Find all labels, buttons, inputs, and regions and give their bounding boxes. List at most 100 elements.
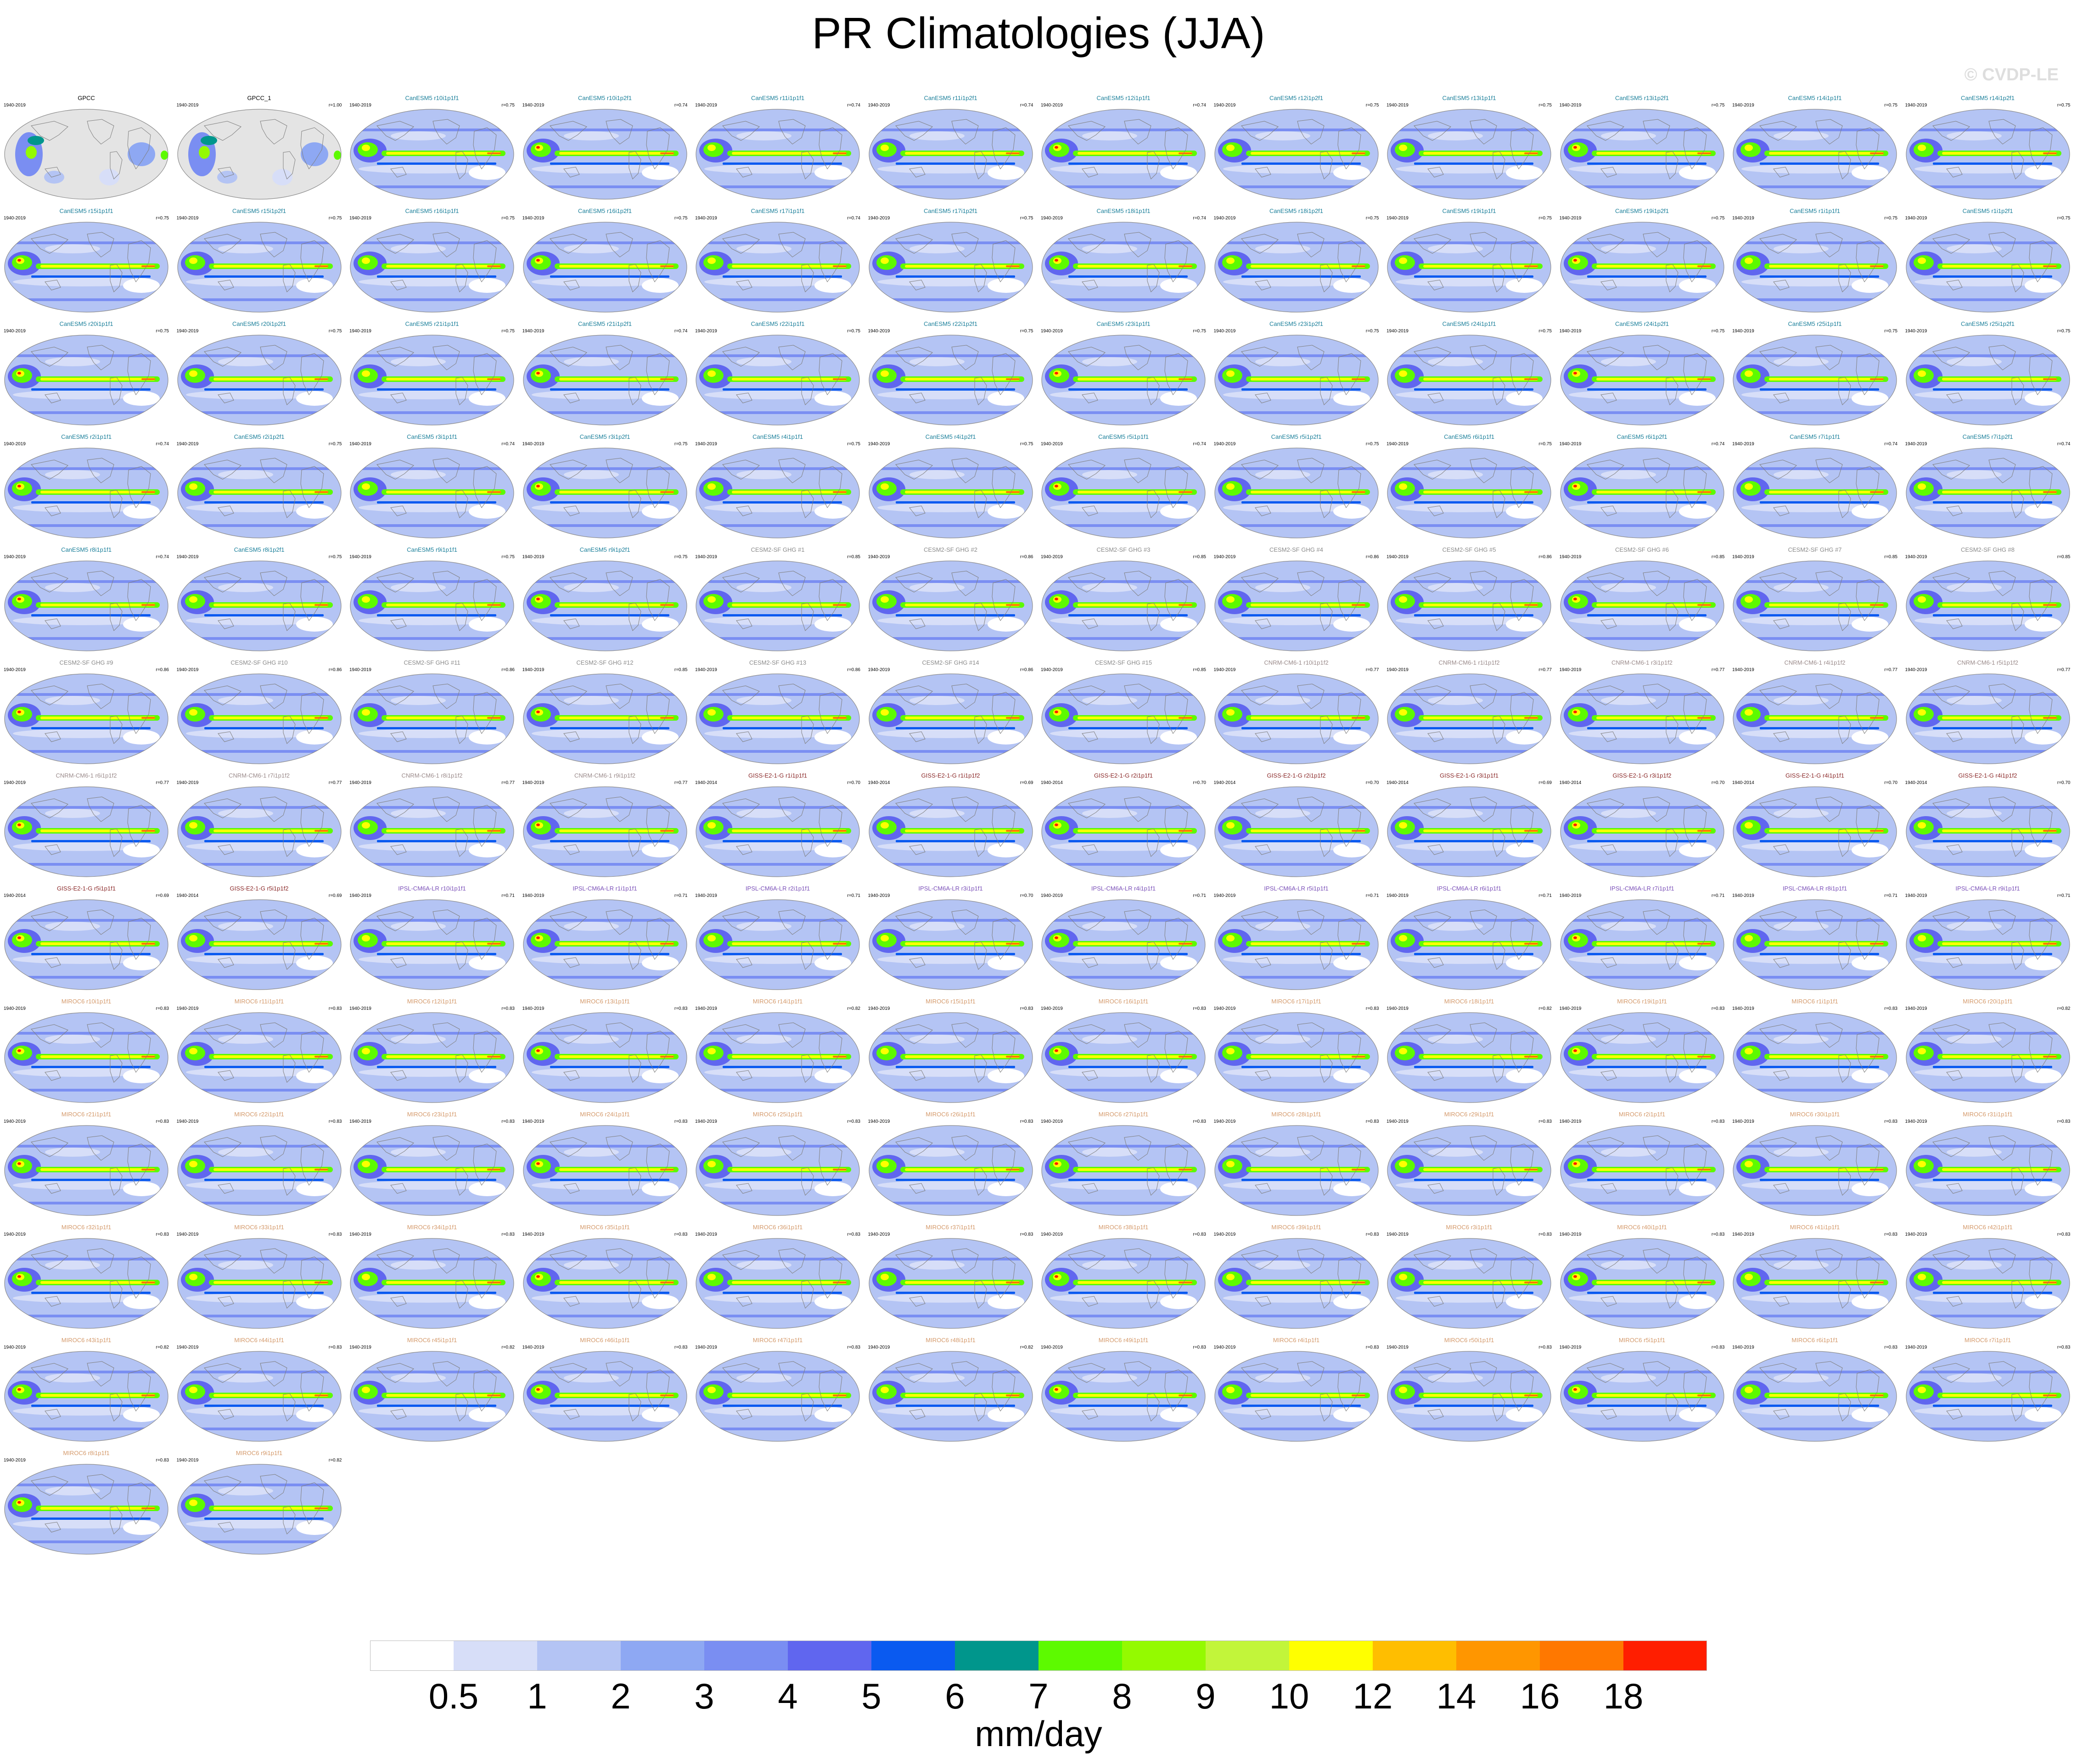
map-panel: MIROC6 r12i1p1f1 1940-2019 r=0.83 bbox=[346, 998, 518, 1108]
map-image bbox=[4, 448, 168, 538]
panel-title: IPSL-CM6A-LR r1i1p1f1 bbox=[573, 885, 637, 892]
map-image bbox=[696, 560, 860, 651]
map-panel: MIROC6 r5i1p1f1 1940-2019 r=0.83 bbox=[1556, 1337, 1729, 1447]
map-panel: CNRM-CM6-1 r10i1p1f2 1940-2019 r=0.77 bbox=[1210, 659, 1383, 769]
map-panel: CESM2-SF GHG #15 1940-2019 r=0.85 bbox=[1037, 659, 1210, 769]
panel-title: GISS-E2-1-G r2i1p1f1 bbox=[1094, 772, 1153, 779]
map-panel: CanESM5 r25i1p2f1 1940-2019 r=0.75 bbox=[1902, 320, 2074, 431]
panel-correlation: r=0.83 bbox=[1193, 1345, 1206, 1350]
panel-correlation: r=0.74 bbox=[1193, 216, 1206, 221]
colorbar-swatch bbox=[1122, 1641, 1206, 1671]
map-panel: CanESM5 r8i1p2f1 1940-2019 r=0.75 bbox=[173, 546, 346, 656]
colorbar-tick-label: 14 bbox=[1436, 1676, 1476, 1716]
map-image bbox=[1387, 448, 1551, 538]
map-image bbox=[1387, 222, 1551, 313]
colorbar-tick-label: 18 bbox=[1603, 1676, 1644, 1716]
map-image bbox=[868, 786, 1033, 877]
colorbar-swatch bbox=[1206, 1641, 1290, 1671]
panel-correlation: r=0.75 bbox=[1711, 103, 1725, 108]
panel-years: 1940-2019 bbox=[695, 216, 717, 221]
map-image bbox=[1214, 1351, 1379, 1442]
colorbar-tick-label: 16 bbox=[1520, 1676, 1560, 1716]
panel-correlation: r=0.83 bbox=[1538, 1345, 1552, 1350]
panel-correlation: r=0.83 bbox=[674, 1006, 688, 1011]
panel-years: 1940-2019 bbox=[1213, 1345, 1236, 1350]
panel-correlation: r=0.85 bbox=[2057, 554, 2071, 560]
panel-years: 1940-2019 bbox=[868, 1345, 890, 1350]
map-image bbox=[1214, 560, 1379, 651]
panel-years: 1940-2019 bbox=[1559, 1232, 1582, 1237]
panel-title: MIROC6 r27i1p1f1 bbox=[1098, 1111, 1149, 1118]
map-image bbox=[1733, 1351, 1897, 1442]
panel-title: CanESM5 r9i1p2f1 bbox=[579, 546, 630, 553]
panel-correlation: r=0.74 bbox=[674, 103, 688, 108]
map-image bbox=[1214, 222, 1379, 313]
panel-years: 1940-2019 bbox=[868, 893, 890, 898]
panel-years: 1940-2019 bbox=[1387, 667, 1409, 672]
panel-title: MIROC6 r9i1p1f1 bbox=[236, 1450, 283, 1456]
panel-years: 1940-2019 bbox=[1905, 1232, 1927, 1237]
panel-correlation: r=1.00 bbox=[328, 103, 342, 108]
map-panel: MIROC6 r31i1p1f1 1940-2019 r=0.83 bbox=[1902, 1111, 2074, 1221]
map-panel: CanESM5 r17i1p2f1 1940-2019 r=0.75 bbox=[864, 207, 1037, 318]
panel-correlation: r=0.85 bbox=[1193, 554, 1206, 560]
panel-years: 1940-2019 bbox=[1387, 554, 1409, 560]
panel-years: 1940-2019 bbox=[695, 442, 717, 447]
panel-title: CanESM5 r13i1p2f1 bbox=[1615, 95, 1669, 101]
map-panel: MIROC6 r29i1p1f1 1940-2019 r=0.83 bbox=[1383, 1111, 1555, 1221]
panel-title: CanESM5 r25i1p2f1 bbox=[1960, 320, 2015, 327]
map-image bbox=[1387, 335, 1551, 426]
map-panel: MIROC6 r18i1p1f1 1940-2019 r=0.82 bbox=[1383, 998, 1555, 1108]
panel-title: CanESM5 r12i1p1f1 bbox=[1096, 95, 1151, 101]
panel-years: 1940-2019 bbox=[1213, 103, 1236, 108]
map-panel: MIROC6 r24i1p1f1 1940-2019 r=0.83 bbox=[519, 1111, 691, 1221]
map-panel: IPSL-CM6A-LR r2i1p1f1 1940-2019 r=0.71 bbox=[691, 885, 864, 995]
map-panel: CanESM5 r21i1p1f1 1940-2019 r=0.75 bbox=[346, 320, 518, 431]
map-panel: CESM2-SF GHG #9 1940-2019 r=0.86 bbox=[0, 659, 173, 769]
map-panel: CanESM5 r11i1p2f1 1940-2019 r=0.74 bbox=[864, 95, 1037, 205]
panel-years: 1940-2019 bbox=[1213, 442, 1236, 447]
map-panel: MIROC6 r14i1p1f1 1940-2019 r=0.82 bbox=[691, 998, 864, 1108]
panel-years: 1940-2019 bbox=[1732, 1119, 1754, 1124]
map-image bbox=[1905, 222, 2070, 313]
map-image bbox=[522, 1125, 687, 1216]
map-image bbox=[522, 1238, 687, 1329]
panel-years: 1940-2019 bbox=[522, 103, 545, 108]
panel-title: CanESM5 r18i1p1f1 bbox=[1096, 207, 1151, 214]
panel-correlation: r=0.83 bbox=[1365, 1345, 1379, 1350]
colorbar-swatch bbox=[1540, 1641, 1624, 1671]
panel-title: MIROC6 r30i1p1f1 bbox=[1790, 1111, 1840, 1118]
map-image bbox=[1905, 673, 2070, 764]
map-image bbox=[1387, 899, 1551, 990]
map-panel: CanESM5 r4i1p1f1 1940-2019 r=0.75 bbox=[691, 433, 864, 543]
panel-title: MIROC6 r22i1p1f1 bbox=[234, 1111, 284, 1118]
map-image bbox=[177, 109, 342, 200]
panel-years: 1940-2019 bbox=[1213, 329, 1236, 334]
panel-title: MIROC6 r48i1p1f1 bbox=[926, 1337, 976, 1344]
panel-title: CanESM5 r24i1p1f1 bbox=[1442, 320, 1496, 327]
panel-correlation: r=0.75 bbox=[1538, 329, 1552, 334]
map-image bbox=[522, 109, 687, 200]
panel-title: CESM2-SF GHG #10 bbox=[230, 659, 288, 666]
panel-years: 1940-2019 bbox=[1559, 1006, 1582, 1011]
map-image bbox=[522, 899, 687, 990]
panel-years: 1940-2019 bbox=[1559, 442, 1582, 447]
panel-title: CanESM5 r17i1p2f1 bbox=[923, 207, 978, 214]
panel-years: 1940-2019 bbox=[349, 442, 371, 447]
panel-correlation: r=0.83 bbox=[1193, 1119, 1206, 1124]
map-panel: CanESM5 r5i1p1f1 1940-2019 r=0.74 bbox=[1037, 433, 1210, 543]
panel-years: 1940-2019 bbox=[522, 1119, 545, 1124]
map-image bbox=[1214, 448, 1379, 538]
panel-title: IPSL-CM6A-LR r2i1p1f1 bbox=[745, 885, 810, 892]
panel-years: 1940-2019 bbox=[349, 329, 371, 334]
panel-years: 1940-2019 bbox=[522, 329, 545, 334]
panel-title: CESM2-SF GHG #13 bbox=[749, 659, 807, 666]
panel-title: CanESM5 r19i1p2f1 bbox=[1615, 207, 1669, 214]
panel-years: 1940-2019 bbox=[868, 1006, 890, 1011]
panel-years: 1940-2019 bbox=[349, 103, 371, 108]
panel-correlation: r=0.75 bbox=[1884, 103, 1897, 108]
panel-title: MIROC6 r24i1p1f1 bbox=[580, 1111, 630, 1118]
map-image bbox=[1560, 899, 1724, 990]
map-panel: CanESM5 r21i1p2f1 1940-2019 r=0.74 bbox=[519, 320, 691, 431]
map-image bbox=[1214, 335, 1379, 426]
